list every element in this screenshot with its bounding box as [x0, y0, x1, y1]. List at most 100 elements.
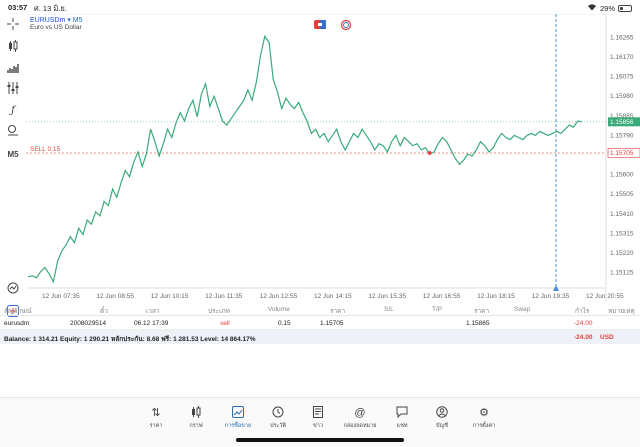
function-icon[interactable]: ƒ [11, 104, 15, 116]
x-tick-label: 12 Jun 15:35 [368, 293, 406, 300]
battery-percent: 29% [599, 3, 615, 13]
nav-mailbox[interactable]: @ กล่องจดหมาย [340, 406, 380, 430]
one-click-trade-icon[interactable] [5, 303, 21, 319]
arrows-updown-icon: ⇅ [151, 407, 161, 419]
connection-status-icon[interactable] [340, 19, 352, 31]
price-chart[interactable]: 1.16265 1.16170 1.16075 1.15980 1.15885 1.157… [26, 14, 640, 302]
clock: 03:57 [8, 3, 28, 12]
nav-quotes[interactable]: ⇅ ราคา [136, 406, 176, 430]
trade-icon [218, 406, 258, 420]
col-sl: S/L [384, 306, 394, 313]
sell-price-label: 1.15705 [610, 150, 634, 157]
y-tick-label: 1.16170 [610, 54, 634, 61]
y-tick-label: 1.15315 [610, 230, 634, 237]
col-current-price: ราคา [474, 308, 490, 315]
col-swap: Swap [514, 306, 531, 313]
x-tick-label: 12 Jun 19:35 [532, 293, 570, 300]
y-tick-label: 1.15505 [610, 191, 634, 198]
y-tick-label: 1.16265 [610, 34, 634, 41]
cursor-handle-icon [553, 285, 559, 291]
status-bar: 03:57 ศ. 13 มิ.ย. 29% [0, 0, 640, 14]
chart-type-icon[interactable] [5, 38, 21, 54]
x-tick-label: 12 Jun 12:55 [260, 293, 298, 300]
col-note: หมายเหตุ [608, 308, 635, 315]
symbol-title[interactable]: EURUSDm ▾ M5 [30, 17, 83, 24]
col-time: เวลา [146, 308, 160, 315]
history-icon [258, 406, 298, 420]
x-tick-label: 12 Jun 08:55 [96, 293, 134, 300]
balance-summary: Balance: 1 314.21 Equity: 1 290.21 หลักป… [4, 336, 256, 343]
bid-price-tag: 1.15856 [608, 117, 640, 127]
positions-table: สัญลักษณ์ ตั๋ว เวลา ประเภท Volume ราคา S… [0, 302, 640, 344]
news-icon [298, 406, 338, 420]
symbol-description: Euro vs US Dollar [30, 24, 82, 31]
chart-toolbar: ƒ M5 [0, 14, 26, 317]
nav-trade[interactable]: การซื้อขาย [218, 406, 258, 430]
date: ศ. 13 มิ.ย. [34, 4, 67, 13]
chart-search-icon[interactable] [5, 280, 21, 296]
nav-account[interactable]: บัญชี [422, 406, 462, 430]
nav-chart[interactable]: กราฟ [176, 406, 216, 430]
cell-profit: -24.00 [574, 320, 593, 327]
battery-icon [618, 4, 632, 12]
table-header: สัญลักษณ์ ตั๋ว เวลา ประเภท Volume ราคา S… [0, 302, 640, 316]
sell-price-tag: 1.15705 [607, 148, 640, 158]
symbol-name[interactable]: EURUSDm [30, 17, 66, 24]
indicators-icon[interactable] [5, 60, 21, 76]
col-price: ราคา [330, 308, 346, 315]
balance-profit: -24.00 [574, 334, 593, 341]
cell-type: sell [220, 320, 230, 327]
sell-entry-marker [427, 150, 433, 156]
price-series-line [27, 34, 583, 284]
timeframe-button[interactable]: M5 [7, 149, 19, 159]
cell-ticket: 2008029514 [70, 320, 107, 327]
chart-canvas[interactable]: 1.16265 1.16170 1.16075 1.15980 1.15885 1.157… [26, 14, 640, 302]
x-tick-label: 12 Jun 18:15 [477, 293, 515, 300]
cell-current-price: 1.15865 [466, 320, 490, 327]
cell-time: 06.12 17:39 [134, 320, 169, 327]
x-tick-label: 12 Jun 20:55 [586, 293, 624, 300]
col-tp: T/P [432, 306, 443, 313]
y-tick-label: 1.15410 [610, 211, 634, 218]
account-icon [422, 406, 462, 420]
sell-buy-badge-icon[interactable] [314, 20, 326, 29]
x-tick-label: 12 Jun 10:15 [151, 293, 189, 300]
home-indicator[interactable] [236, 438, 404, 442]
table-row[interactable]: eurusdm 2008029514 06.12 17:39 sell 0.15… [0, 316, 640, 330]
col-type: ประเภท [208, 308, 230, 315]
y-tick-label: 1.15790 [610, 132, 634, 139]
y-tick-label: 1.15885 [610, 113, 634, 120]
nav-chat[interactable]: แชท [382, 406, 422, 430]
y-tick-label: 1.15600 [610, 172, 634, 179]
nav-settings[interactable]: ⚙ การตั้งค่า [464, 406, 504, 430]
symbol-timeframe: M5 [72, 17, 83, 24]
bottom-navigation: ⇅ ราคา กราฟ การซื้อขาย ประวัติ ข่าว @ กล… [0, 397, 640, 447]
x-tick-label: 12 Jun 14:15 [314, 293, 352, 300]
gear-icon: ⚙ [479, 407, 489, 419]
y-tick-label: 1.16075 [610, 74, 634, 81]
y-tick-label: 1.15980 [610, 93, 634, 100]
nav-history[interactable]: ประวัติ [258, 406, 298, 430]
status-indicators: 29% [587, 3, 632, 13]
bid-price-label: 1.15856 [610, 119, 634, 126]
sell-order-label: SELL 0.15 [30, 146, 61, 153]
cell-volume: 0.15 [278, 320, 291, 327]
cell-price: 1.15705 [320, 320, 344, 327]
objects-icon[interactable] [5, 122, 21, 138]
x-tick-label: 12 Jun 07:35 [42, 293, 80, 300]
chat-icon [382, 406, 422, 420]
settings-sliders-icon[interactable] [5, 80, 21, 96]
col-ticket: ตั๋ว [100, 308, 108, 315]
col-volume: Volume [268, 306, 290, 313]
candles-icon [176, 406, 216, 420]
nav-news[interactable]: ข่าว [298, 406, 338, 430]
x-tick-label: 12 Jun 16:55 [423, 293, 461, 300]
col-symbol: สัญลักษณ์ [4, 308, 32, 315]
at-icon: @ [354, 407, 366, 419]
crosshair-icon[interactable] [5, 16, 21, 32]
cell-symbol: eurusdm [4, 320, 30, 327]
balance-row: Balance: 1 314.21 Equity: 1 290.21 หลักป… [0, 330, 640, 344]
balance-currency: USD [600, 334, 614, 341]
x-tick-label: 12 Jun 11:35 [205, 293, 242, 300]
y-tick-label: 1.15220 [610, 250, 634, 257]
